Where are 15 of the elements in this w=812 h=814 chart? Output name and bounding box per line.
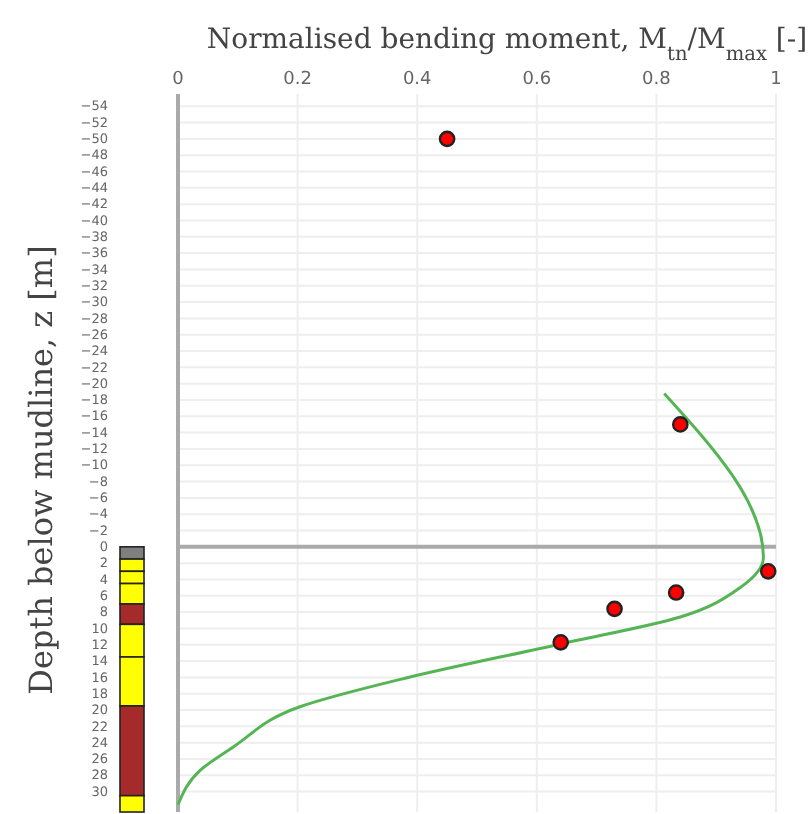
point [671,416,689,433]
x-axis-title: Normalised bending moment, M$_{tn}$/M$_{max}$ [-] [206,24,808,65]
x-tick-label: 0 [172,70,185,90]
point [606,600,623,618]
point [552,633,570,651]
x-tick-label: 0.4 [402,70,433,90]
point [438,130,456,148]
x-tick-label: 0.2 [283,70,312,90]
x-tick-label: 0.8 [642,70,672,90]
x-tick-label: 1 [770,70,782,90]
x-tick-label: 0.6 [522,70,552,90]
point [759,562,777,580]
y-axis-title: Depth below mudline, z [m] [22,245,60,695]
point [667,584,685,601]
line-series [176,391,765,807]
